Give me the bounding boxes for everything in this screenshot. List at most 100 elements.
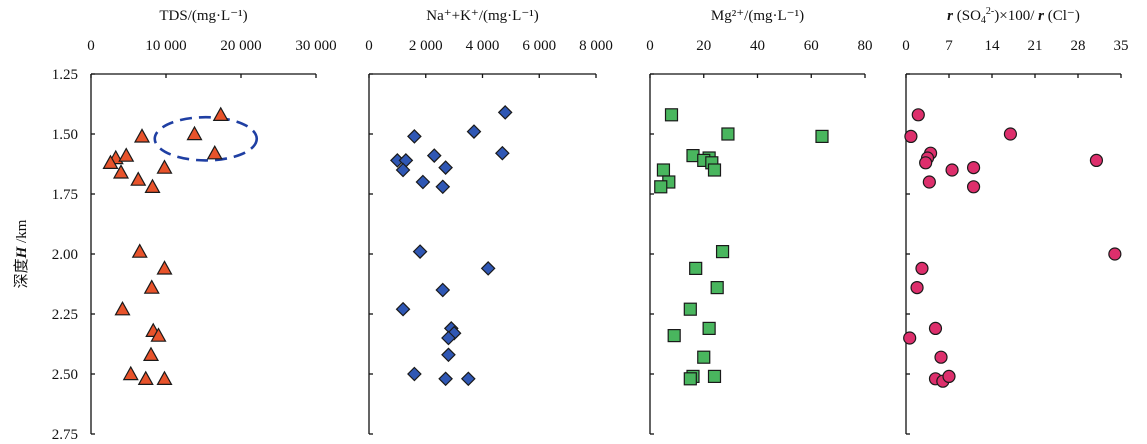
y-axis: 1.25 1.50 1.75 2.00 2.25 2.50 2.75 深度H /km — [13, 67, 78, 443]
data-point — [407, 129, 422, 144]
y-tick-label: 1.25 — [52, 67, 78, 83]
data-point — [144, 178, 161, 193]
y-tick-label: 2.75 — [52, 427, 78, 443]
data-point — [966, 180, 981, 194]
x-tick-label: 20 — [696, 38, 711, 54]
data-point — [1108, 247, 1122, 261]
data-point — [156, 370, 173, 385]
data-point — [707, 369, 722, 383]
data-point — [102, 154, 119, 169]
x-tick-label: 60 — [804, 38, 819, 54]
y-tick-label: 2.50 — [52, 367, 78, 383]
data-point — [904, 129, 918, 143]
data-point — [710, 281, 724, 295]
panel-4: 0 7 14 21 28 35 r (SO42-)×100/ r (Cl⁻) — [902, 6, 1129, 435]
data-point — [689, 261, 703, 275]
data-point — [395, 301, 411, 317]
data-point — [212, 106, 229, 122]
panel-title: Na⁺+K⁺/(mg·L⁻¹) — [426, 8, 539, 24]
x-tick-label: 0 — [365, 38, 373, 54]
data-point — [131, 243, 148, 258]
data-point — [122, 365, 139, 381]
data-point — [664, 108, 679, 122]
data-point — [415, 174, 431, 190]
x-tick-label: 80 — [858, 38, 873, 54]
highlight-ellipse — [153, 115, 259, 162]
x-tick-label: 20 000 — [220, 38, 261, 54]
y-tick-label: 2.00 — [52, 247, 78, 263]
data-point — [438, 371, 453, 387]
panel-2: 0 2 000 4 000 6 000 8 000 Na⁺+K⁺/(mg·L⁻¹) — [365, 8, 613, 435]
data-point — [426, 148, 442, 163]
y-tick-label: 1.50 — [52, 127, 78, 143]
panel-1: 0 10 000 20 000 30 000 TDS/(mg·L⁻¹) — [87, 8, 337, 435]
x-tick-label: 4 000 — [466, 38, 500, 54]
data-point — [911, 108, 925, 122]
data-point — [412, 244, 428, 259]
data-point — [815, 129, 829, 143]
data-point — [1003, 127, 1018, 141]
data-point — [118, 147, 135, 162]
panel-title: TDS/(mg·L⁻¹) — [159, 8, 247, 24]
data-point — [922, 175, 936, 189]
data-point — [142, 346, 160, 361]
x-tick-label: 21 — [1028, 38, 1043, 54]
data-point — [928, 321, 943, 335]
data-point — [702, 321, 716, 335]
data-point — [460, 371, 476, 387]
data-point — [654, 180, 668, 194]
data-point — [156, 260, 173, 275]
x-tick-label: 0 — [87, 38, 95, 54]
data-point — [435, 179, 451, 195]
data-point — [910, 281, 924, 295]
data-point — [156, 159, 173, 174]
data-point — [495, 145, 510, 161]
data-point — [133, 128, 151, 143]
data-point — [441, 330, 456, 346]
x-tick-label: 35 — [1114, 38, 1129, 54]
data-point — [137, 370, 154, 385]
y-tick-label: 2.25 — [52, 307, 78, 323]
data-point — [1089, 153, 1104, 167]
x-tick-label: 7 — [945, 38, 953, 54]
data-point — [721, 127, 735, 141]
x-tick-label: 30 000 — [295, 38, 336, 54]
x-tick-label: 0 — [646, 38, 654, 54]
data-point — [441, 347, 456, 363]
data-point — [903, 331, 917, 345]
data-point — [143, 279, 160, 294]
panel-title: Mg²⁺/(mg·L⁻¹) — [711, 8, 804, 24]
chart-panels: 0 10 000 20 000 30 000 TDS/(mg·L⁻¹) 0 2 000 4 0… — [87, 6, 1129, 435]
y-axis-title: 深度H /km — [13, 219, 30, 288]
data-point — [683, 372, 697, 386]
x-tick-label: 14 — [985, 38, 1001, 54]
data-point — [934, 350, 948, 364]
x-tick-label: 8 000 — [579, 38, 613, 54]
data-point — [945, 163, 959, 177]
data-point — [497, 105, 513, 120]
x-tick-label: 2 000 — [409, 38, 443, 54]
data-point — [667, 329, 681, 343]
data-point — [697, 350, 711, 364]
data-point — [466, 124, 482, 139]
data-point — [438, 160, 453, 175]
data-point — [656, 163, 671, 177]
data-point — [407, 366, 422, 382]
x-tick-label: 28 — [1071, 38, 1086, 54]
data-point — [966, 161, 981, 175]
data-point — [683, 302, 697, 316]
data-point — [395, 162, 411, 178]
y-tick-label: 1.75 — [52, 187, 78, 203]
data-point — [942, 369, 956, 383]
x-tick-label: 10 000 — [145, 38, 186, 54]
x-tick-label: 40 — [750, 38, 765, 54]
data-point — [130, 171, 147, 186]
data-point — [112, 164, 130, 179]
data-point — [480, 261, 496, 276]
data-point — [150, 327, 167, 342]
x-tick-label: 0 — [902, 38, 910, 54]
x-tick-label: 6 000 — [522, 38, 556, 54]
panel-title: r (SO42-)×100/ r (Cl⁻) — [947, 6, 1080, 26]
data-point — [114, 300, 131, 316]
